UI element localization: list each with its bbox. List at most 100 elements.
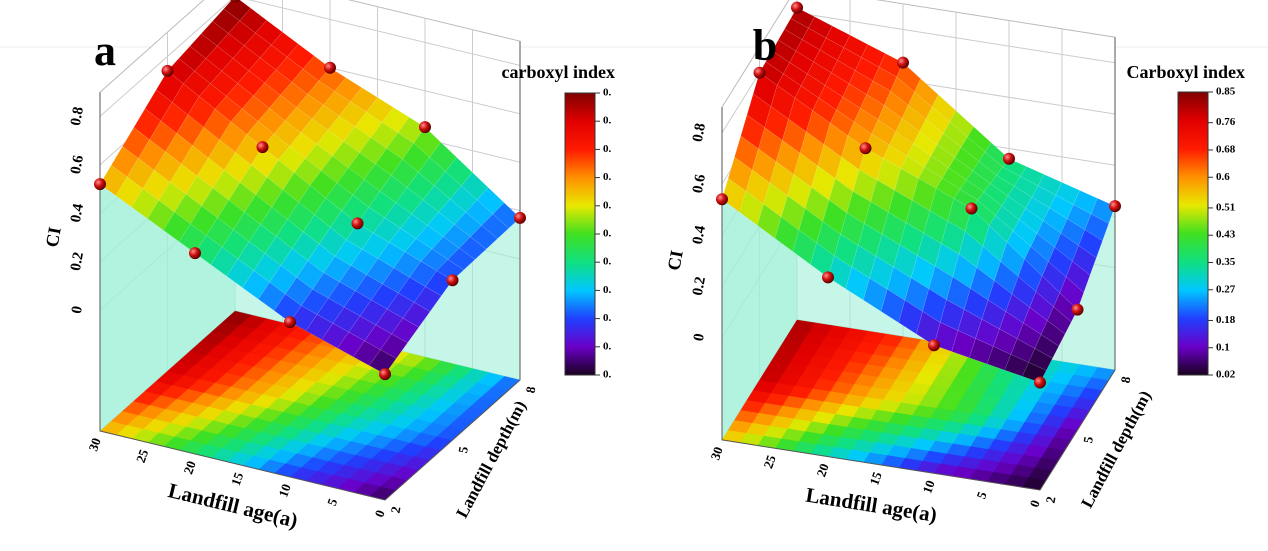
z-axis-title: CI [664, 249, 687, 272]
data-point [753, 66, 766, 79]
data-point [351, 217, 364, 230]
surface-patch [1030, 233, 1055, 263]
surface-patch [393, 251, 422, 278]
z-tick-label: 0.4 [690, 224, 709, 246]
x-tick-label: 15 [228, 470, 247, 488]
colorbar-tick-label: 0. [603, 171, 612, 183]
data-point [419, 121, 431, 134]
z-tick-label: 0.2 [690, 276, 709, 297]
surface-patch [230, 108, 259, 135]
surface-patch [1084, 213, 1109, 241]
surface-patch [1036, 220, 1062, 248]
surface-patch [1049, 194, 1074, 220]
surface-patch [1034, 334, 1060, 359]
data-point [324, 61, 336, 74]
surface-patch [133, 108, 162, 140]
colorbar-title: carboxyl index [501, 62, 615, 82]
z-tick-label: 0.6 [690, 173, 709, 195]
surface-patch [1059, 276, 1084, 311]
surface-patch [402, 302, 431, 328]
surface-patch [1028, 348, 1053, 371]
colorbar-title: Carboxyl index [1126, 62, 1245, 82]
y-tick-label: 2 [1043, 495, 1059, 504]
surface-patch [1031, 185, 1057, 209]
data-point [379, 368, 391, 381]
colorbar-tick-label: 0. [603, 312, 612, 324]
colorbar-tick-label: 0. [603, 199, 612, 211]
colorbar-tick-label: 0. [603, 256, 612, 268]
data-point [284, 316, 296, 329]
colorbar-tick-label: 0.02 [1216, 369, 1236, 381]
x-tick-label: 10 [919, 478, 938, 495]
data-point [446, 274, 459, 287]
surface-patch [1073, 190, 1098, 215]
surface-patch [1004, 354, 1029, 377]
colorbar-tick-label: 0.6 [1216, 171, 1230, 183]
surface-patch [1013, 176, 1039, 198]
y-tick-label: 8 [523, 385, 539, 394]
surface-patch [210, 246, 239, 277]
data-point [716, 193, 728, 206]
x-tick-label: 30 [707, 445, 726, 462]
y-tick-label: 2 [388, 505, 404, 514]
z-tick-label: 0.8 [68, 106, 87, 127]
surface-patch [1029, 291, 1054, 321]
surface-patch [305, 314, 334, 340]
surface-patch [1018, 258, 1043, 292]
x-tick-label: 20 [180, 459, 199, 476]
colorbar-tick-label: 0. [603, 143, 612, 155]
data-point [791, 1, 803, 14]
surface-patch [465, 199, 494, 226]
surface-patch [115, 176, 144, 208]
colorbar-tick-label: 0.27 [1216, 283, 1236, 295]
x-tick-label: 30 [85, 436, 104, 453]
z-tick-label: 0 [69, 305, 86, 315]
data-point [1003, 152, 1015, 165]
colorbar-tick-label: 0.1 [1216, 341, 1230, 353]
y-tick-label: 8 [1118, 375, 1134, 384]
colorbar-tick-label: 0.35 [1216, 256, 1236, 268]
surface-patch [316, 297, 345, 324]
surface-patch [339, 265, 367, 292]
x-tick-label: 25 [133, 447, 152, 465]
z-tick-label: 0.8 [690, 122, 709, 143]
data-point [189, 247, 201, 260]
surface-patch [1024, 245, 1049, 277]
surface-patch [1055, 182, 1080, 205]
surface-patch [1025, 196, 1050, 222]
data-point [256, 141, 269, 154]
z-tick-label: 0.2 [68, 251, 87, 272]
x-tick-label: 0 [371, 508, 387, 519]
surface-patch [205, 45, 234, 72]
colorbar-tick-label: 0. [603, 228, 612, 240]
surface-patch [1006, 230, 1031, 260]
data-point [965, 202, 978, 215]
colorbar-tick-label: 0. [603, 284, 612, 296]
surface-patch [223, 152, 252, 183]
colorbar [1177, 91, 1209, 376]
surface-patch [149, 120, 177, 153]
surface-patch [1010, 338, 1036, 363]
surface-patch [1037, 174, 1063, 196]
axis-line [99, 430, 386, 501]
surface-patch [233, 211, 261, 242]
surface-patch [1078, 229, 1103, 259]
surface-patch [380, 333, 408, 359]
data-point [897, 56, 909, 69]
x-tick-label: 5 [324, 496, 340, 508]
y-tick-label: 5 [455, 445, 471, 454]
y-tick-label: 5 [1080, 435, 1096, 444]
axis-line [1039, 369, 1116, 491]
data-point [859, 142, 872, 155]
z-tick-label: 0 [691, 332, 708, 342]
colorbar-tick-label: 0.85 [1216, 86, 1236, 98]
surface-patch [447, 247, 476, 271]
surface-patch [1048, 247, 1073, 278]
data-point [230, 0, 240, 3]
colorbar-tick-label: 0. [603, 369, 612, 381]
z-tick-label: 0.6 [68, 154, 87, 176]
surface-patch [239, 8, 267, 34]
surface-patch [1042, 207, 1068, 234]
